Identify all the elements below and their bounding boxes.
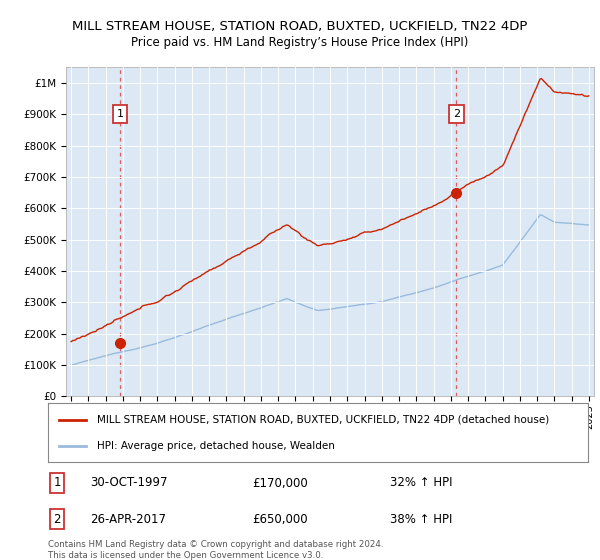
Text: £170,000: £170,000 — [252, 477, 308, 489]
Text: HPI: Average price, detached house, Wealden: HPI: Average price, detached house, Weal… — [97, 441, 334, 451]
Text: 26-APR-2017: 26-APR-2017 — [90, 513, 166, 526]
Text: Price paid vs. HM Land Registry’s House Price Index (HPI): Price paid vs. HM Land Registry’s House … — [131, 36, 469, 49]
Text: 2: 2 — [453, 109, 460, 119]
Text: £650,000: £650,000 — [252, 513, 308, 526]
Text: MILL STREAM HOUSE, STATION ROAD, BUXTED, UCKFIELD, TN22 4DP: MILL STREAM HOUSE, STATION ROAD, BUXTED,… — [73, 20, 527, 32]
Text: 38% ↑ HPI: 38% ↑ HPI — [390, 513, 452, 526]
Text: 1: 1 — [116, 109, 124, 119]
Text: Contains HM Land Registry data © Crown copyright and database right 2024.
This d: Contains HM Land Registry data © Crown c… — [48, 540, 383, 560]
Text: 2: 2 — [53, 513, 61, 526]
Text: 30-OCT-1997: 30-OCT-1997 — [90, 477, 167, 489]
Text: 32% ↑ HPI: 32% ↑ HPI — [390, 477, 452, 489]
Text: MILL STREAM HOUSE, STATION ROAD, BUXTED, UCKFIELD, TN22 4DP (detached house): MILL STREAM HOUSE, STATION ROAD, BUXTED,… — [97, 414, 549, 424]
Text: 1: 1 — [53, 477, 61, 489]
